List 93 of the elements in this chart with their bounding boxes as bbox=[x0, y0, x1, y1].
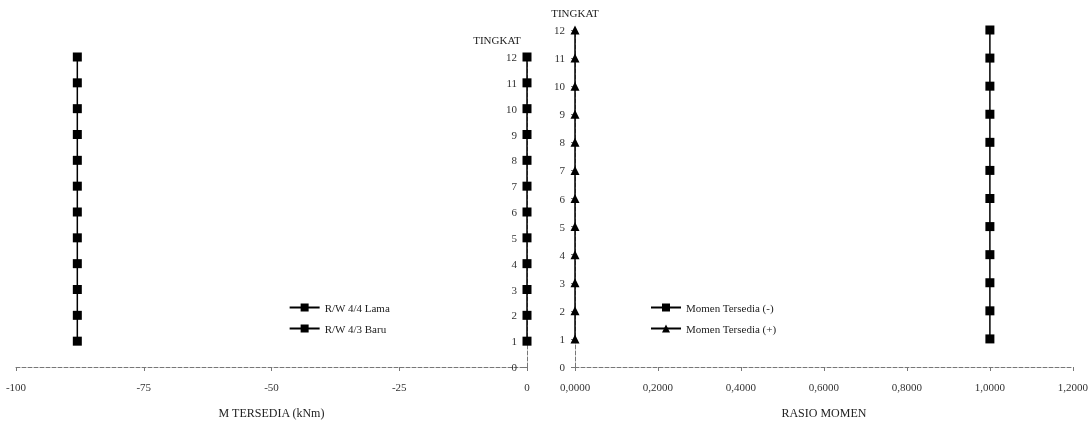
y-tick-label: 3 bbox=[559, 276, 566, 289]
point bbox=[985, 306, 995, 316]
point bbox=[570, 306, 580, 316]
legend-label: R/W 4/3 Baru bbox=[324, 322, 387, 335]
point bbox=[522, 310, 532, 320]
point bbox=[522, 259, 532, 269]
y-tick-label: 8 bbox=[511, 154, 518, 167]
y-axis-title: TINGKAT bbox=[551, 6, 600, 19]
y-axis-title: TINGKAT bbox=[473, 33, 522, 46]
point bbox=[570, 109, 580, 119]
point bbox=[522, 104, 532, 114]
y-tick-label: 2 bbox=[559, 304, 565, 317]
x-tick-label: -75 bbox=[136, 380, 152, 393]
x-tick-label: 0,2000 bbox=[642, 380, 674, 393]
x-tick-label: -25 bbox=[391, 380, 408, 393]
point bbox=[985, 334, 995, 344]
point bbox=[570, 250, 580, 260]
y-tick-label: 7 bbox=[511, 180, 518, 193]
y-tick-label: 0 bbox=[511, 361, 518, 373]
point bbox=[570, 81, 580, 91]
point bbox=[522, 233, 532, 243]
point bbox=[985, 194, 995, 203]
x-tick-label: 0,0000 bbox=[559, 380, 591, 393]
point bbox=[985, 137, 995, 147]
y-tick-label: 12 bbox=[554, 24, 565, 36]
point bbox=[570, 137, 580, 147]
legend-label: Momen Tersedia (-) bbox=[686, 301, 774, 315]
point bbox=[522, 207, 532, 217]
point bbox=[72, 207, 82, 217]
point bbox=[522, 78, 532, 88]
point bbox=[522, 181, 532, 191]
point bbox=[985, 222, 995, 232]
point bbox=[570, 53, 580, 63]
x-tick-label: 0,6000 bbox=[808, 380, 840, 393]
y-tick-label: 5 bbox=[511, 231, 518, 244]
y-tick-label: 9 bbox=[511, 128, 518, 141]
y-tick-label: 1 bbox=[511, 335, 517, 348]
y-tick-label: 2 bbox=[511, 309, 517, 322]
y-tick-label: 7 bbox=[559, 164, 566, 177]
point bbox=[985, 53, 995, 63]
point bbox=[72, 310, 82, 320]
point bbox=[72, 130, 82, 139]
point bbox=[522, 52, 532, 62]
y-tick-label: 11 bbox=[554, 52, 565, 65]
legend-label: Momen Tersedia (+) bbox=[686, 322, 777, 336]
x-tick-label: 0,4000 bbox=[725, 380, 757, 393]
point bbox=[72, 52, 82, 62]
point bbox=[985, 250, 995, 260]
y-tick-label: 11 bbox=[506, 76, 517, 89]
y-tick-label: 6 bbox=[559, 192, 566, 205]
point bbox=[985, 165, 995, 175]
point bbox=[522, 155, 532, 165]
point bbox=[522, 130, 532, 139]
point bbox=[570, 278, 580, 288]
legend-label: R/W 4/4 Lama bbox=[324, 301, 390, 314]
point bbox=[72, 155, 82, 165]
x-tick-label: 1,0000 bbox=[974, 380, 1006, 393]
y-tick-label: 4 bbox=[511, 257, 518, 270]
point bbox=[570, 334, 580, 344]
point bbox=[985, 278, 995, 288]
x-axis-title: M TERSEDIA (kNm) bbox=[218, 406, 325, 420]
point bbox=[72, 78, 82, 88]
x-tick-label: 1,2000 bbox=[1057, 380, 1089, 393]
point bbox=[985, 109, 995, 119]
point bbox=[985, 81, 995, 91]
x-axis-title: RASIO MOMEN bbox=[781, 406, 867, 420]
y-tick-label: 6 bbox=[511, 206, 518, 218]
y-tick-label: 8 bbox=[559, 136, 566, 149]
y-tick-label: 5 bbox=[559, 220, 566, 233]
point bbox=[72, 181, 82, 191]
point bbox=[72, 259, 82, 269]
y-tick-label: 12 bbox=[506, 51, 517, 63]
point bbox=[570, 222, 580, 232]
y-tick-label: 3 bbox=[511, 283, 518, 296]
y-tick-label: 10 bbox=[554, 80, 566, 93]
point bbox=[570, 194, 580, 203]
y-tick-label: 10 bbox=[506, 102, 518, 115]
y-tick-label: 9 bbox=[559, 108, 566, 121]
point bbox=[72, 285, 82, 294]
point bbox=[72, 336, 82, 346]
point bbox=[570, 165, 580, 175]
x-tick-label: 0,8000 bbox=[891, 380, 923, 393]
point bbox=[72, 233, 82, 243]
y-tick-label: 4 bbox=[559, 248, 566, 261]
x-tick-label: -50 bbox=[264, 380, 280, 393]
x-tick-label: 0 bbox=[524, 380, 531, 393]
y-tick-label: 1 bbox=[559, 332, 565, 345]
y-tick-label: 0 bbox=[559, 361, 566, 373]
x-tick-label: -100 bbox=[5, 380, 27, 393]
point bbox=[72, 104, 82, 114]
point bbox=[522, 285, 532, 294]
point bbox=[985, 25, 995, 35]
point bbox=[522, 336, 532, 346]
